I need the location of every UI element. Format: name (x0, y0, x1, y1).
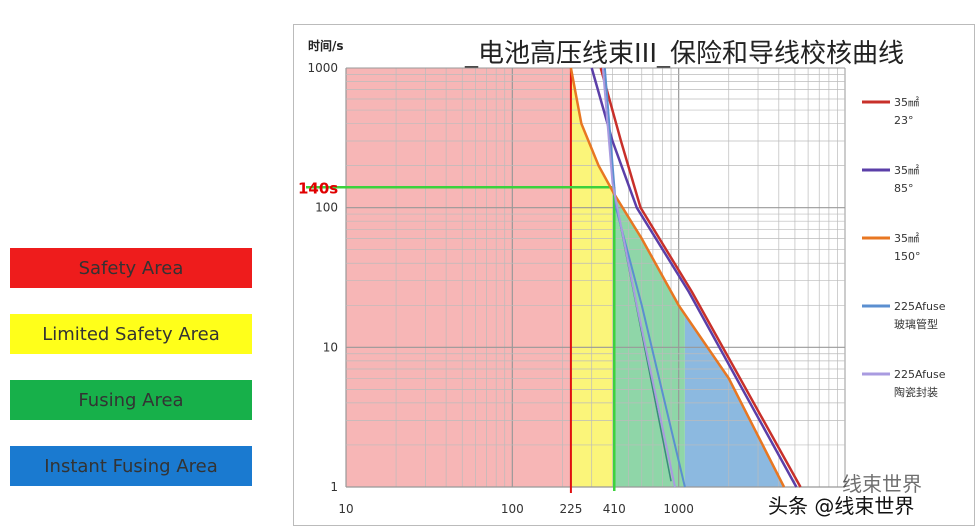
legend-label: 225Afuse (894, 368, 946, 381)
y-tick-label: 1 (330, 480, 338, 494)
zone-label: Fusing Area (78, 389, 184, 411)
limited-safety-region (570, 68, 615, 487)
safety-region (346, 68, 571, 487)
zone-safety: Safety Area (10, 248, 252, 288)
zone-label: Instant Fusing Area (44, 455, 218, 477)
zone-instant-fusing: Instant Fusing Area (10, 446, 252, 486)
series-line-0 (599, 67, 802, 488)
x-tick-label: 100 (501, 502, 524, 516)
legend-label: 23° (894, 114, 914, 127)
legend-label: 35㎟ (894, 232, 919, 245)
legend-label: 150° (894, 250, 921, 263)
y-axis-label: 时间/s (308, 38, 344, 53)
zone-label: Safety Area (78, 257, 184, 279)
series-line-3 (603, 67, 686, 488)
legend-label: 225Afuse (894, 300, 946, 313)
series-line-4 (601, 67, 676, 488)
legend-label: 玻璃管型 (894, 317, 938, 331)
watermark: 头条 @线束世界 (768, 494, 915, 518)
legend-label: 陶瓷封装 (894, 385, 938, 399)
watermark-line1: 线束世界 (842, 472, 922, 496)
legend-label: 85° (894, 182, 914, 195)
x-tick-label: 10 (338, 502, 353, 516)
x-tick-label: 410 (603, 502, 626, 516)
x-tick-label: 225 (559, 502, 582, 516)
instant-fusing-region (684, 315, 785, 487)
y-tick-label: 10 (323, 340, 338, 354)
legend-label: 35㎟ (894, 164, 919, 177)
zone-label: Limited Safety Area (42, 323, 220, 345)
chart-title: _电池高压线束III_保险和导线校核曲线 (464, 39, 904, 69)
zone-limited-safety: Limited Safety Area (10, 314, 252, 354)
y-tick-label: 1000 (307, 61, 338, 75)
annotation-140s: 140s (298, 179, 338, 197)
series-line-1 (590, 67, 798, 488)
y-tick-label: 100 (315, 201, 338, 215)
legend-label: 35㎟ (894, 96, 919, 109)
x-tick-label: 1000 (663, 502, 694, 516)
series-line-2 (569, 67, 786, 488)
zone-fusing: Fusing Area (10, 380, 252, 420)
